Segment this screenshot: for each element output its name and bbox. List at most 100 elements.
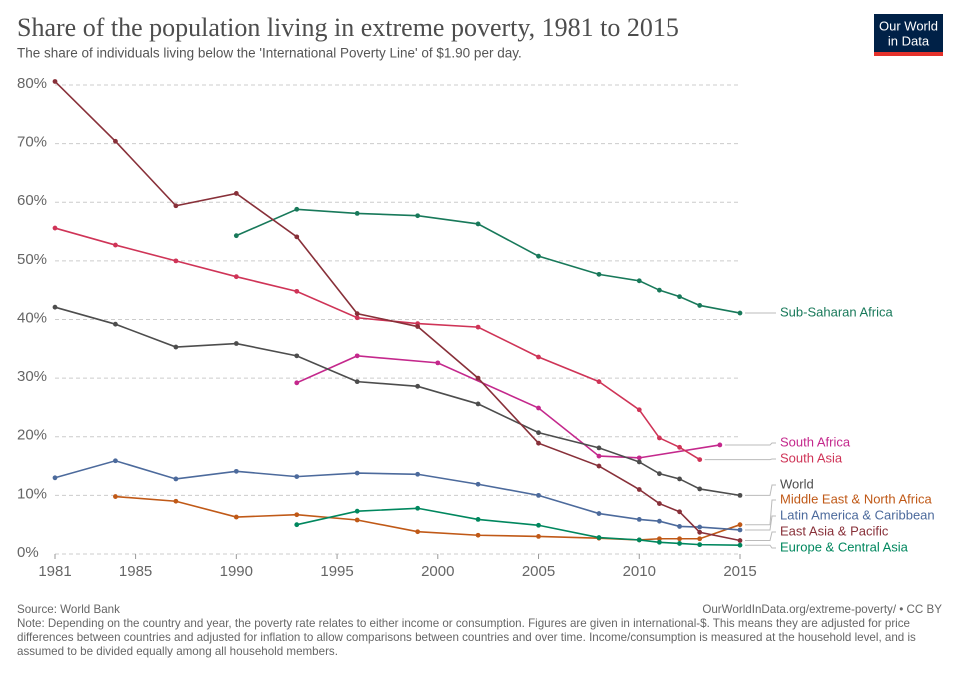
- point: [677, 524, 682, 529]
- point: [596, 463, 602, 469]
- point: [294, 474, 300, 480]
- point: [636, 517, 642, 522]
- series-label: South Asia: [780, 450, 843, 465]
- point: [475, 481, 481, 487]
- chart-subtitle: The share of individuals living below th…: [17, 46, 522, 61]
- leader-line: [745, 499, 776, 526]
- series-line: [54, 227, 701, 461]
- point: [113, 458, 118, 464]
- point: [415, 471, 421, 477]
- series-line: [54, 306, 741, 497]
- x-tick-label: 1995: [320, 563, 353, 580]
- point: [737, 492, 743, 498]
- note: Note: Depending on the country and year,…: [17, 617, 916, 658]
- series-label: World: [780, 476, 814, 491]
- point: [475, 401, 481, 407]
- point: [697, 529, 703, 535]
- point: [415, 213, 421, 219]
- point: [677, 294, 682, 300]
- point: [294, 234, 300, 240]
- x-tick-label: 1985: [119, 563, 152, 580]
- point: [697, 303, 703, 308]
- point: [475, 375, 481, 381]
- point: [677, 476, 682, 482]
- point: [354, 379, 360, 385]
- footer: Source: World Bank OurWorldInData.org/ex…: [17, 603, 942, 659]
- point: [415, 529, 421, 535]
- series-label: Sub-Saharan Africa: [780, 304, 894, 319]
- point: [657, 501, 662, 506]
- point: [354, 508, 360, 514]
- point: [536, 253, 541, 259]
- point: [173, 344, 179, 350]
- point: [173, 203, 179, 209]
- point: [435, 360, 441, 366]
- series-line: [115, 495, 741, 541]
- point: [173, 258, 179, 264]
- point: [596, 511, 602, 516]
- point: [636, 407, 642, 413]
- leader-line: [745, 484, 776, 496]
- y-tick-label: 50%: [17, 251, 47, 268]
- point: [173, 498, 179, 504]
- point: [596, 453, 602, 459]
- point: [737, 522, 743, 528]
- point: [113, 138, 118, 144]
- x-tick-label: 2005: [522, 563, 555, 580]
- point: [294, 288, 300, 294]
- y-tick-label: 80%: [17, 75, 47, 92]
- x-tick-label: 1981: [38, 563, 71, 580]
- point: [596, 379, 602, 385]
- point: [354, 517, 360, 523]
- point: [697, 486, 703, 492]
- point: [697, 536, 703, 542]
- point: [294, 512, 300, 518]
- point: [233, 274, 239, 280]
- point: [294, 353, 300, 359]
- series-label: East Asia & Pacific: [780, 523, 889, 538]
- point: [697, 542, 703, 548]
- point: [657, 287, 662, 293]
- x-tick-label: 2010: [623, 563, 656, 580]
- point: [717, 442, 723, 448]
- point: [636, 487, 642, 492]
- series-label: Latin America & Caribbean: [780, 507, 935, 522]
- series-line: [296, 355, 720, 459]
- point: [354, 315, 360, 321]
- point: [697, 457, 703, 463]
- point: [294, 206, 300, 212]
- point: [294, 522, 300, 528]
- point: [233, 233, 239, 239]
- point: [536, 354, 541, 360]
- point: [636, 278, 642, 284]
- point: [475, 221, 481, 227]
- point: [536, 492, 541, 498]
- point: [354, 210, 360, 216]
- point: [657, 518, 662, 524]
- point: [636, 459, 642, 465]
- point: [677, 536, 682, 542]
- y-tick-label: 10%: [17, 485, 47, 502]
- footer-row: Source: World Bank OurWorldInData.org/ex…: [17, 603, 942, 617]
- point: [657, 539, 662, 545]
- y-tick-label: 20%: [17, 427, 47, 444]
- logo-text: in Data: [888, 33, 930, 48]
- y-tick-label: 40%: [17, 309, 47, 326]
- leader-line: [745, 531, 776, 542]
- point: [233, 191, 239, 196]
- point: [657, 536, 662, 542]
- point: [415, 383, 421, 389]
- point: [354, 470, 360, 476]
- point: [52, 79, 58, 84]
- y-tick-label: 0%: [17, 544, 39, 561]
- point: [173, 476, 179, 482]
- point: [657, 471, 662, 477]
- chart-title: Share of the population living in extrem…: [17, 13, 679, 42]
- point: [596, 271, 602, 277]
- point: [636, 455, 642, 461]
- point: [415, 324, 421, 329]
- logo-box: [874, 14, 943, 56]
- point: [354, 353, 360, 359]
- point: [536, 405, 541, 411]
